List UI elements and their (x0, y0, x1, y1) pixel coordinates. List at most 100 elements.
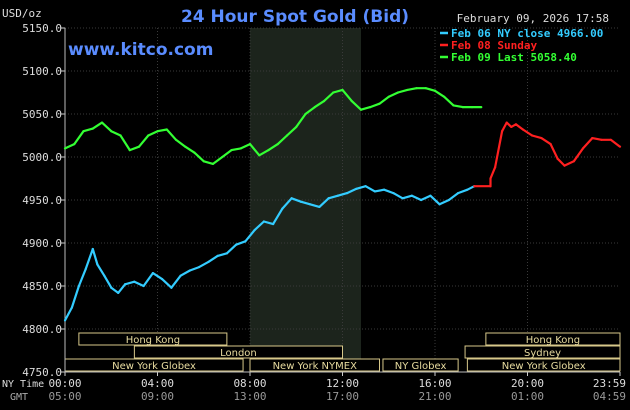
data-point (103, 274, 106, 277)
data-point (341, 88, 344, 92)
data-point (410, 194, 413, 197)
series-line (64, 185, 475, 321)
data-point (489, 185, 492, 188)
market-session-label: London (220, 348, 257, 359)
data-point (170, 286, 173, 289)
data-point (556, 157, 559, 160)
legend-entry: Feb 08 Sunday (451, 39, 537, 52)
data-point (355, 187, 358, 190)
watermark[interactable]: www.kitco.com (68, 40, 213, 60)
data-point (563, 164, 566, 167)
series-lines (63, 87, 622, 322)
data-point (100, 121, 104, 124)
data-point (313, 106, 316, 109)
y-tick-label: 5150.0 (22, 22, 62, 35)
data-point (262, 220, 265, 223)
data-point (299, 200, 302, 203)
data-point (82, 130, 85, 133)
market-session-box (249, 358, 380, 372)
data-point (346, 192, 349, 195)
data-point (110, 286, 113, 289)
x-tick-label-gmt: 09:00 (141, 390, 174, 403)
data-point (480, 106, 483, 109)
y-tick-label: 5050.0 (22, 108, 62, 121)
x-tick-label-gmt: 17:00 (326, 390, 359, 403)
data-point (119, 134, 122, 137)
data-point (359, 108, 363, 111)
market-session-label: NY Globex (395, 361, 447, 372)
data-point (258, 154, 261, 157)
legend-entry: Feb 09 Last 5058.40 (451, 51, 577, 64)
data-point (70, 306, 74, 309)
data-point (137, 145, 141, 148)
y-tick-label: 4950.0 (22, 194, 62, 207)
data-point (369, 106, 372, 109)
y-tick-label: 4750.0 (22, 366, 62, 379)
market-session-label: Sydney (524, 348, 561, 359)
data-point (433, 89, 437, 92)
data-point (332, 91, 335, 94)
data-point (406, 88, 409, 92)
data-point (211, 162, 215, 165)
data-point (267, 149, 270, 152)
market-session-box (133, 345, 343, 359)
data-point (540, 136, 543, 140)
data-point (84, 267, 87, 270)
data-point (184, 145, 187, 148)
data-point (142, 284, 145, 288)
data-point (494, 166, 497, 169)
data-point (207, 260, 210, 264)
x-tick-label-gmt: 05:00 (48, 390, 81, 403)
data-point (591, 136, 594, 140)
data-point (230, 149, 233, 152)
data-point (415, 87, 418, 90)
data-point (156, 130, 159, 133)
chart-title: 24 Hour Spot Gold (Bid) (181, 7, 409, 27)
data-point (424, 87, 427, 90)
data-point (350, 100, 353, 103)
data-point (600, 138, 603, 141)
plot-area (65, 27, 620, 373)
gmt-label: GMT (10, 392, 28, 403)
data-point (378, 102, 381, 105)
data-point (174, 138, 178, 141)
data-point (505, 121, 508, 124)
data-point (473, 185, 476, 188)
market-session-box (464, 345, 621, 359)
market-session-label: New York Globex (112, 361, 196, 372)
x-tick-label-ny: 00:00 (48, 377, 81, 390)
x-tick-label-gmt: 01:00 (511, 390, 544, 403)
market-session-box (485, 332, 621, 346)
data-point (285, 134, 289, 137)
data-point (221, 155, 224, 159)
legend-entry: Feb 06 NY close 4966.00 (451, 27, 603, 40)
data-point (91, 127, 94, 130)
data-point (124, 283, 127, 286)
unit-label: USD/oz (2, 7, 42, 20)
y-tick-label: 5000.0 (22, 151, 62, 164)
y-tick-label: 4800.0 (22, 323, 62, 336)
data-point (304, 112, 307, 116)
data-point (96, 263, 99, 266)
data-point (188, 269, 191, 272)
data-point (244, 240, 247, 243)
y-tick-label: 4900.0 (22, 237, 62, 250)
data-point (161, 278, 164, 281)
market-session-label: New York Globex (502, 361, 586, 372)
data-point (336, 194, 339, 197)
data-point (510, 125, 513, 128)
data-point (581, 147, 585, 150)
data-point (193, 151, 196, 154)
x-tick-label-gmt: 13:00 (233, 390, 266, 403)
market-session-bars: Hong Kong Hong Kong London Sydney New York G… (64, 332, 621, 372)
axes: 5150.0 5100.0 5050.0 5000.0 4950.0 4900.0 4850… (22, 22, 626, 403)
data-point (133, 280, 136, 283)
data-point (110, 130, 113, 133)
data-point (392, 192, 395, 195)
data-point (322, 100, 326, 103)
data-point (151, 272, 154, 275)
data-point (63, 147, 67, 150)
data-point (401, 197, 404, 200)
